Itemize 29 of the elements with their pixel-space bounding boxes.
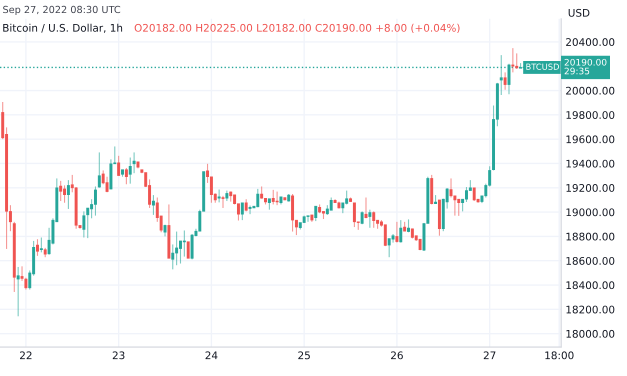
y-tick-label: 19000.00 <box>566 208 614 216</box>
y-axis-title: USD <box>568 8 590 17</box>
y-tick-label: 20400.00 <box>566 38 614 46</box>
y-tick-label: 19800.00 <box>566 111 614 119</box>
y-tick-label: 18600.00 <box>566 256 614 265</box>
y-tick-label: 18800.00 <box>566 232 614 241</box>
y-tick-label: 18400.00 <box>566 281 614 290</box>
x-tick-label: 23 <box>112 351 124 360</box>
y-tick-label: 19400.00 <box>566 160 614 168</box>
chart-subtitle: O20182.00 H20225.00 L20182.00 C20190.00 +8.00 (+0.04%) <box>134 24 460 34</box>
x-tick-label: 25 <box>298 351 310 360</box>
x-tick-label: 26 <box>391 351 403 360</box>
y-tick-label: 18000.00 <box>566 330 614 338</box>
y-tick-label: 19200.00 <box>566 184 614 192</box>
text: Sep 27, 2022 08:30 UTC <box>3 6 120 16</box>
y-tick-label: 20000.00 <box>566 86 614 95</box>
x-tick-label: 24 <box>206 351 218 360</box>
x-tick-label: 18:00 <box>545 351 574 360</box>
text: 20190.00 <box>564 58 606 66</box>
y-tick-label: 18200.00 <box>566 306 614 314</box>
x-tick-label: 22 <box>20 351 32 360</box>
ref-line-label: BTCUSD <box>526 64 559 70</box>
x-tick-label: 27 <box>484 351 496 360</box>
candlestick <box>186 241 190 259</box>
y-tick-label: 19600.00 <box>566 135 614 144</box>
text: 29:35 <box>564 68 590 74</box>
chart-title: Bitcoin / U.S. Dollar, 1h <box>3 24 122 33</box>
candlestick <box>384 224 387 247</box>
candlestick <box>472 187 476 202</box>
